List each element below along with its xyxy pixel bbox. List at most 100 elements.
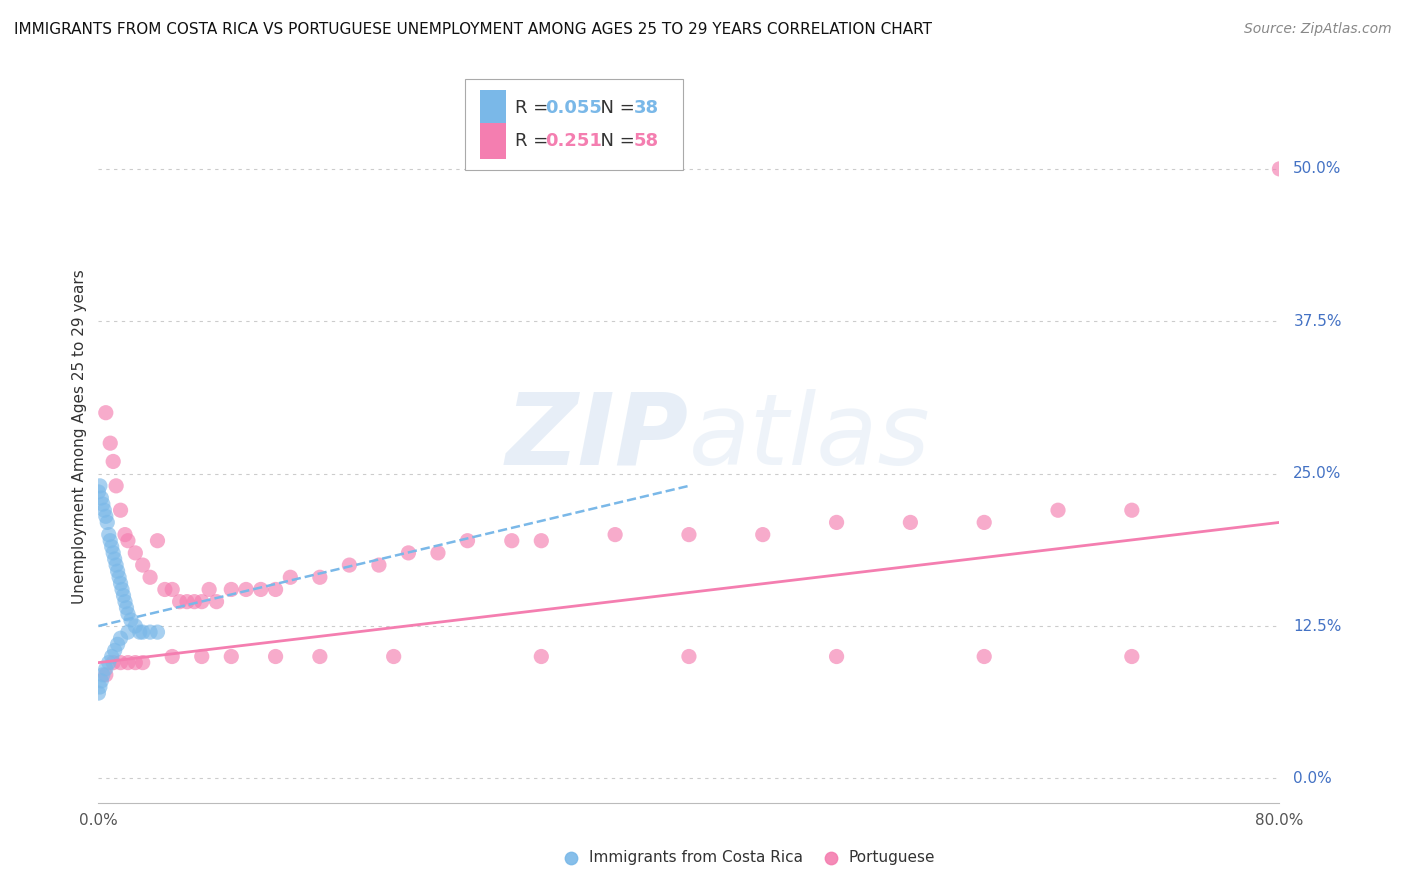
Point xyxy=(90,673,112,688)
Point xyxy=(198,582,221,597)
Point xyxy=(124,619,146,633)
Point xyxy=(146,625,169,640)
Point xyxy=(103,546,125,560)
Point xyxy=(117,625,139,640)
Point xyxy=(114,594,136,608)
Point xyxy=(93,503,115,517)
Point xyxy=(105,479,128,493)
Point xyxy=(103,454,125,468)
Point xyxy=(124,546,146,560)
Point xyxy=(91,497,114,511)
Point xyxy=(103,656,125,670)
Point xyxy=(678,863,700,877)
Point xyxy=(96,516,118,530)
Text: 0.0%: 0.0% xyxy=(1294,771,1331,786)
Point xyxy=(128,625,150,640)
Text: Source: ZipAtlas.com: Source: ZipAtlas.com xyxy=(1244,22,1392,37)
Point xyxy=(117,656,139,670)
Point xyxy=(264,582,287,597)
Point xyxy=(89,680,111,694)
Point xyxy=(309,570,332,584)
Point xyxy=(132,625,155,640)
Point xyxy=(97,527,120,541)
Point xyxy=(117,533,139,548)
Point xyxy=(98,533,121,548)
Point xyxy=(87,485,110,500)
Point xyxy=(1268,161,1291,176)
Point xyxy=(191,594,214,608)
Text: atlas: atlas xyxy=(689,389,931,485)
Point xyxy=(115,600,138,615)
Point xyxy=(398,546,420,560)
Point xyxy=(110,576,132,591)
Point xyxy=(162,649,183,664)
Point xyxy=(94,509,117,524)
Text: N =: N = xyxy=(589,132,640,150)
Point xyxy=(132,656,155,670)
Point xyxy=(114,527,136,541)
Point xyxy=(678,649,700,664)
Point xyxy=(427,546,450,560)
Point xyxy=(235,582,257,597)
Text: N =: N = xyxy=(589,99,640,117)
Text: 12.5%: 12.5% xyxy=(1294,618,1341,633)
Point xyxy=(87,686,110,700)
Point xyxy=(139,570,162,584)
Point xyxy=(89,479,111,493)
Point xyxy=(368,558,391,573)
Point xyxy=(110,656,132,670)
Point xyxy=(107,637,129,651)
FancyBboxPatch shape xyxy=(464,78,683,170)
Point xyxy=(176,594,198,608)
Point xyxy=(110,503,132,517)
Point xyxy=(100,540,122,554)
Point xyxy=(162,582,183,597)
Point xyxy=(678,527,700,541)
Point xyxy=(1002,863,1025,877)
Point xyxy=(530,649,553,664)
Point xyxy=(94,406,117,420)
Point xyxy=(264,649,287,664)
Point xyxy=(501,533,523,548)
Point xyxy=(104,643,127,657)
Point xyxy=(752,527,775,541)
Point xyxy=(132,558,155,573)
FancyBboxPatch shape xyxy=(479,89,506,126)
Point xyxy=(221,649,243,664)
Point xyxy=(1121,649,1143,664)
Point xyxy=(117,607,139,621)
Point xyxy=(169,594,191,608)
Point xyxy=(1046,503,1070,517)
Point xyxy=(973,516,995,530)
Point xyxy=(900,516,922,530)
Text: 58: 58 xyxy=(634,132,658,150)
Point xyxy=(1121,503,1143,517)
Point xyxy=(91,667,114,681)
Point xyxy=(205,594,228,608)
Text: R =: R = xyxy=(516,99,554,117)
Text: IMMIGRANTS FROM COSTA RICA VS PORTUGUESE UNEMPLOYMENT AMONG AGES 25 TO 29 YEARS : IMMIGRANTS FROM COSTA RICA VS PORTUGUESE… xyxy=(14,22,932,37)
Point xyxy=(107,564,129,578)
Point xyxy=(120,613,142,627)
Text: Portuguese: Portuguese xyxy=(848,850,935,865)
Point xyxy=(108,570,131,584)
Point xyxy=(339,558,361,573)
Point xyxy=(183,594,205,608)
Point xyxy=(309,649,332,664)
Point xyxy=(111,582,134,597)
Point xyxy=(90,491,112,505)
Point xyxy=(94,662,117,676)
Point xyxy=(146,533,169,548)
Point xyxy=(530,533,553,548)
Point xyxy=(94,667,117,681)
Point xyxy=(457,533,479,548)
Point xyxy=(98,436,121,450)
FancyBboxPatch shape xyxy=(479,122,506,159)
Point xyxy=(973,649,995,664)
Point xyxy=(280,570,302,584)
Text: R =: R = xyxy=(516,132,554,150)
Point xyxy=(100,649,122,664)
Text: 0.251: 0.251 xyxy=(546,132,602,150)
Text: 25.0%: 25.0% xyxy=(1294,467,1341,481)
Point xyxy=(825,516,848,530)
